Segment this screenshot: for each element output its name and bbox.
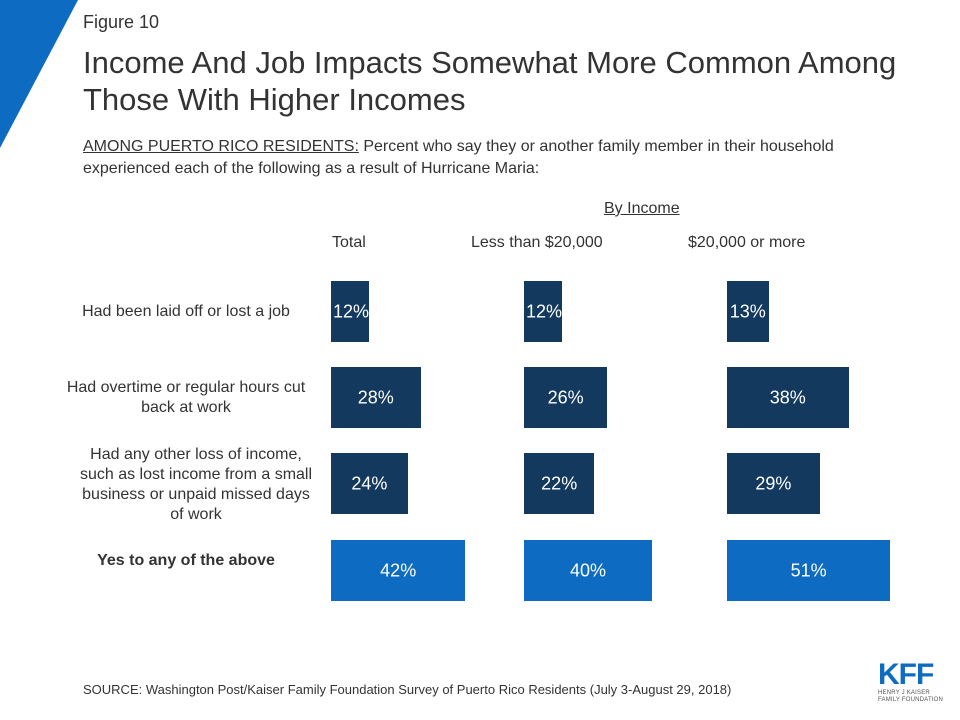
group-header: By Income	[604, 200, 680, 217]
data-label-series-0-row-0: 12%	[332, 301, 370, 321]
subtitle-underlined: AMONG PUERTO RICO RESIDENTS:	[83, 138, 359, 155]
column-header-0: Total	[332, 234, 366, 251]
column-header-2: $20,000 or more	[688, 234, 806, 251]
data-label-series-1-row-1: 26%	[547, 387, 584, 407]
bar-series-0-row-0	[331, 281, 370, 342]
bar-series-2-row-1	[727, 367, 849, 428]
chart-subtitle: AMONG PUERTO RICO RESIDENTS: Percent who…	[83, 136, 883, 180]
figure-label: Figure 10	[83, 12, 160, 32]
data-label-series-1-row-0: 12%	[525, 301, 563, 321]
bar-series-1-row-3	[524, 540, 652, 601]
bar-series-1-row-2	[524, 453, 595, 514]
row-label-0: Had been laid off or lost a job	[82, 303, 290, 320]
data-label-series-0-row-1: 28%	[357, 387, 394, 407]
column-header-1: Less than $20,000	[471, 234, 603, 251]
bar-series-2-row-0	[727, 281, 769, 342]
bar-series-0-row-3	[331, 540, 466, 601]
logo-wordmark: KFF	[878, 658, 934, 691]
bar-series-1-row-1	[524, 367, 608, 428]
data-label-series-2-row-2: 29%	[755, 473, 792, 493]
source-note: SOURCE: Washington Post/Kaiser Family Fo…	[83, 682, 732, 697]
row-label-3: Yes to any of the above	[97, 552, 275, 569]
data-label-series-1-row-3: 40%	[569, 560, 607, 580]
data-label-series-0-row-3: 42%	[380, 560, 417, 580]
bar-series-1-row-0	[524, 281, 563, 342]
data-label-series-2-row-1: 38%	[769, 387, 806, 407]
kff-logo: KFF HENRY J KAISER FAMILY FOUNDATION	[878, 660, 944, 708]
bar-series-0-row-2	[331, 453, 408, 514]
corner-accent-shape	[0, 0, 78, 148]
data-label-series-0-row-2: 24%	[351, 473, 388, 493]
data-label-series-1-row-2: 22%	[541, 473, 578, 493]
subtitle-text: Percent who say they or another family m…	[83, 138, 834, 177]
data-label-series-2-row-0: 13%	[729, 301, 766, 321]
row-label-2: Had any other loss of income, such as lo…	[79, 446, 313, 523]
row-label-1: Had overtime or regular hours cut back a…	[66, 379, 306, 416]
data-label-series-2-row-3: 51%	[790, 560, 827, 580]
logo-line-2: FAMILY FOUNDATION	[878, 697, 944, 703]
bar-series-2-row-3	[727, 540, 891, 601]
chart-title: Income And Job Impacts Somewhat More Com…	[83, 45, 897, 117]
bar-series-0-row-1	[331, 367, 421, 428]
bar-series-2-row-2	[727, 453, 820, 514]
logo-line-1: HENRY J KAISER	[878, 690, 930, 696]
